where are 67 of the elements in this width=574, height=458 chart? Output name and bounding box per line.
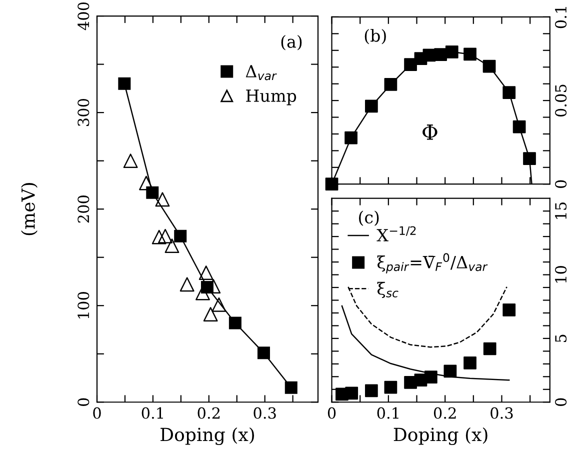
point (364, 100, 378, 113)
point (158, 228, 172, 244)
point (444, 364, 457, 378)
y-tick-label: 0.1 (555, 6, 567, 28)
x-tick-label: 0.1 (377, 407, 398, 419)
point (118, 77, 131, 90)
annotation: (c) (359, 210, 379, 226)
point (523, 152, 536, 165)
x-tick-label: 0.1 (142, 407, 163, 419)
point (123, 154, 138, 168)
point (228, 316, 242, 330)
y-tick-label: 200 (78, 196, 90, 223)
point (174, 230, 187, 242)
point (139, 176, 154, 190)
point (212, 297, 226, 312)
point (164, 238, 180, 253)
y-tick-label: 300 (78, 98, 90, 126)
x-tick-label: 0.2 (434, 407, 456, 419)
point (502, 86, 516, 99)
point (203, 307, 218, 322)
point (445, 45, 458, 58)
point (434, 48, 447, 61)
point (424, 370, 438, 384)
x-tick-label: 0.2 (198, 407, 220, 419)
point (502, 303, 516, 316)
y-tick-label: 15 (555, 202, 567, 219)
y-tick-label: 0 (78, 398, 90, 406)
legend-label: X$^{−1/2}$ (376, 226, 416, 242)
legend-label: Δ$_{var}$ (246, 65, 277, 80)
annotation: Φ (422, 124, 438, 140)
point (482, 60, 496, 73)
y-tick-label: 0 (555, 398, 567, 406)
point (512, 120, 526, 134)
point (198, 266, 214, 280)
x-tick-label: 0 (328, 407, 336, 419)
point (180, 277, 194, 292)
point (364, 384, 378, 398)
y-axis-title: (meV) (20, 183, 38, 236)
point (464, 356, 476, 370)
point (152, 230, 166, 244)
x-tick-label: 0.3 (254, 407, 276, 419)
legend-label: ξ$_{sc}$ (377, 282, 398, 298)
point (345, 386, 358, 400)
y-tick-label: 5 (555, 334, 567, 342)
annotation: (a) (281, 34, 302, 50)
annotation: (b) (364, 28, 386, 44)
point (384, 78, 398, 91)
point (483, 342, 496, 356)
point (284, 381, 298, 394)
legend-label: Hump (246, 90, 296, 106)
x-axis-title: Doping (x) (394, 427, 488, 446)
point (257, 346, 270, 360)
point (464, 48, 476, 61)
y-tick-label: 0.05 (555, 84, 567, 117)
x-tick-label: 0.3 (490, 407, 513, 419)
y-tick-label: 100 (78, 292, 90, 318)
x-tick-label: 0 (93, 407, 101, 419)
legend-label: ξ$_{pair}$=V̄$_{F}$$^{0}$/Δ$_{var}$ (377, 253, 488, 274)
y-tick-label: 400 (78, 2, 90, 30)
y-tick-label: 0 (555, 180, 567, 188)
point (344, 131, 358, 144)
point (155, 192, 170, 207)
point (146, 186, 159, 199)
point (384, 380, 398, 394)
point (404, 58, 417, 72)
y-tick-label: 10 (555, 266, 567, 283)
x-axis-title: Doping (x) (160, 427, 254, 446)
